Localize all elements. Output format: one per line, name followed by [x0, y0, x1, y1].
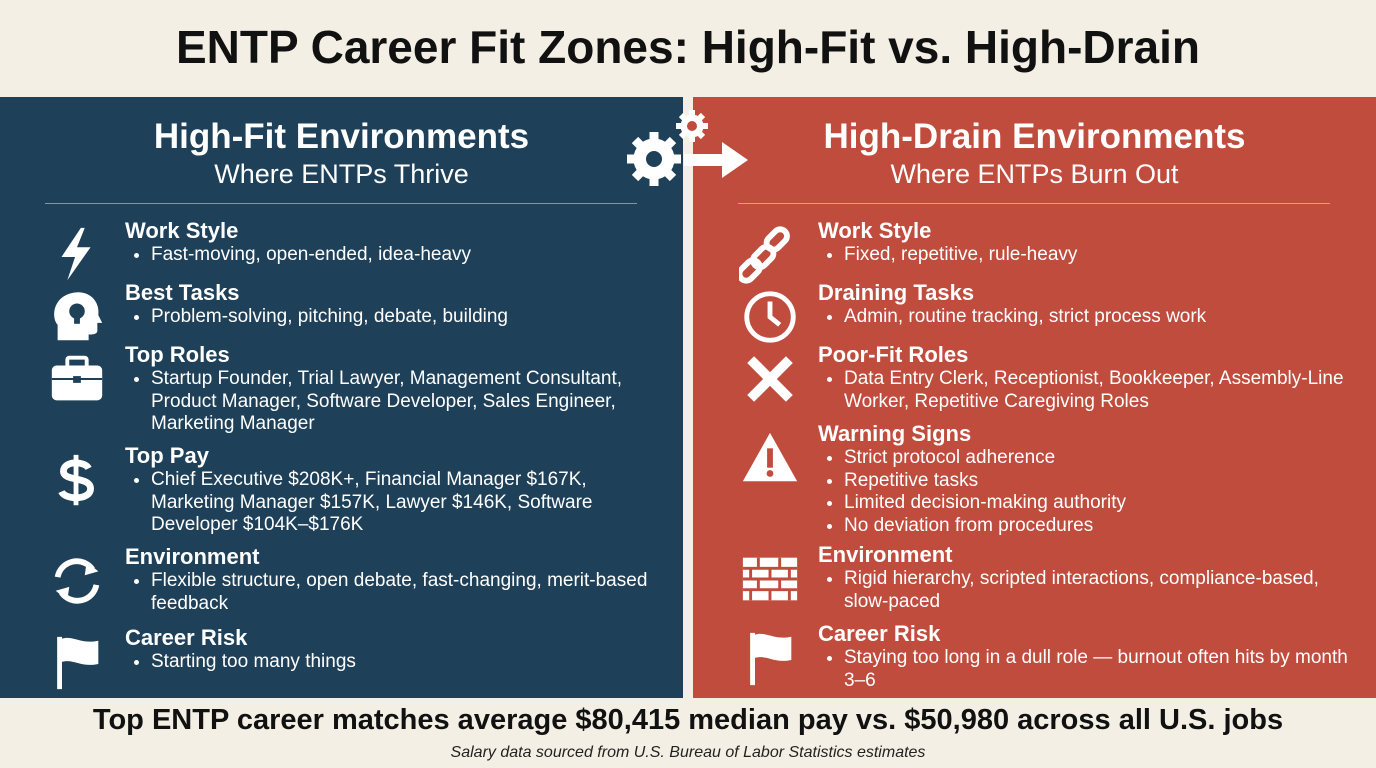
section-heading: Career Risk — [125, 625, 248, 650]
section: Career RiskStarting too many things — [125, 625, 665, 674]
bullet: Chief Executive $208K+, Financial Manage… — [151, 469, 665, 537]
section-icon — [742, 557, 798, 601]
section: Top RolesStartup Founder, Trial Lawyer, … — [125, 342, 665, 436]
bullet: Admin, routine tracking, strict process … — [844, 306, 1358, 329]
divider — [738, 203, 1330, 204]
section-heading: Career Risk — [818, 621, 941, 646]
section-icon — [747, 356, 793, 402]
section-icon — [739, 226, 790, 284]
bullet: Starting too many things — [151, 651, 665, 674]
bullet: Rigid hierarchy, scripted interactions, … — [844, 568, 1358, 613]
bullet: Repetitive tasks — [844, 470, 1358, 493]
panel-title: High-Drain Environments — [823, 117, 1246, 156]
bullet-list: Startup Founder, Trial Lawyer, Managemen… — [125, 368, 665, 436]
high-drain-panel: High-Drain Environments Where ENTPs Burn… — [693, 97, 1376, 698]
section: EnvironmentRigid hierarchy, scripted int… — [818, 542, 1358, 613]
section-icon — [58, 454, 94, 506]
section-icon — [744, 291, 796, 343]
section-heading: Environment — [125, 544, 260, 569]
bullet-list: Fast-moving, open-ended, idea-heavy — [125, 244, 665, 267]
bullet: Fast-moving, open-ended, idea-heavy — [151, 244, 665, 267]
section-heading: Top Pay — [125, 443, 209, 468]
section-icon — [51, 355, 103, 401]
section: Work StyleFast-moving, open-ended, idea-… — [125, 218, 665, 267]
bullet-list: Data Entry Clerk, Receptionist, Bookkeep… — [818, 368, 1358, 413]
section-heading: Environment — [818, 542, 953, 567]
section-heading: Warning Signs — [818, 421, 972, 446]
bullet: Fixed, repetitive, rule-heavy — [844, 244, 1358, 267]
section-heading: Draining Tasks — [818, 280, 975, 305]
panel-title: High-Fit Environments — [153, 117, 530, 156]
section: Top PayChief Executive $208K+, Financial… — [125, 443, 665, 537]
bullet: Problem-solving, pitching, debate, build… — [151, 306, 665, 329]
page-title: ENTP Career Fit Zones: High-Fit vs. High… — [175, 21, 1201, 73]
section-heading: Work Style — [125, 218, 239, 243]
bullet: No deviation from procedures — [844, 515, 1358, 538]
divider — [45, 203, 637, 204]
section-heading: Poor-Fit Roles — [818, 342, 969, 367]
bullet: Staying too long in a dull role — burnou… — [844, 647, 1358, 692]
high-fit-panel: High-Fit Environments Where ENTPs Thrive… — [0, 97, 683, 698]
section: Work StyleFixed, repetitive, rule-heavy — [818, 218, 1358, 267]
section-icon — [61, 227, 91, 281]
section: Career RiskStaying too long in a dull ro… — [818, 621, 1358, 692]
bullet-list: Chief Executive $208K+, Financial Manage… — [125, 469, 665, 537]
section-heading: Best Tasks — [125, 280, 240, 305]
bullet: Limited decision-making authority — [844, 492, 1358, 515]
bullet-list: Rigid hierarchy, scripted interactions, … — [818, 568, 1358, 613]
section-icon — [54, 558, 100, 604]
section-icon — [54, 292, 103, 341]
bullet: Data Entry Clerk, Receptionist, Bookkeep… — [844, 368, 1358, 413]
bullet: Strict protocol adherence — [844, 447, 1358, 470]
bullet-list: Strict protocol adherenceRepetitive task… — [818, 447, 1358, 537]
bullet-list: Flexible structure, open debate, fast-ch… — [125, 570, 665, 615]
section: Poor-Fit RolesData Entry Clerk, Receptio… — [818, 342, 1358, 413]
section-icon — [750, 632, 792, 686]
bullet: Flexible structure, open debate, fast-ch… — [151, 570, 665, 615]
section: Draining TasksAdmin, routine tracking, s… — [818, 280, 1358, 329]
panel-subtitle: Where ENTPs Burn Out — [890, 159, 1179, 189]
section-heading: Work Style — [818, 218, 932, 243]
section: EnvironmentFlexible structure, open deba… — [125, 544, 665, 615]
section: Best TasksProblem-solving, pitching, deb… — [125, 280, 665, 329]
bullet-list: Fixed, repetitive, rule-heavy — [818, 244, 1358, 267]
footer-headline: Top ENTP career matches average $80,415 … — [92, 704, 1284, 736]
gears-arrow-icon — [627, 110, 748, 186]
bullet-list: Staying too long in a dull role — burnou… — [818, 647, 1358, 692]
bullet-list: Admin, routine tracking, strict process … — [818, 306, 1358, 329]
panel-subtitle: Where ENTPs Thrive — [214, 159, 469, 189]
section-icon — [742, 432, 798, 482]
section-heading: Top Roles — [125, 342, 230, 367]
bullet: Startup Founder, Trial Lawyer, Managemen… — [151, 368, 665, 436]
section: Warning SignsStrict protocol adherenceRe… — [818, 421, 1358, 537]
section-icon — [57, 636, 99, 690]
bullet-list: Starting too many things — [125, 651, 665, 674]
footer-source: Salary data sourced from U.S. Bureau of … — [450, 744, 926, 761]
bullet-list: Problem-solving, pitching, debate, build… — [125, 306, 665, 329]
